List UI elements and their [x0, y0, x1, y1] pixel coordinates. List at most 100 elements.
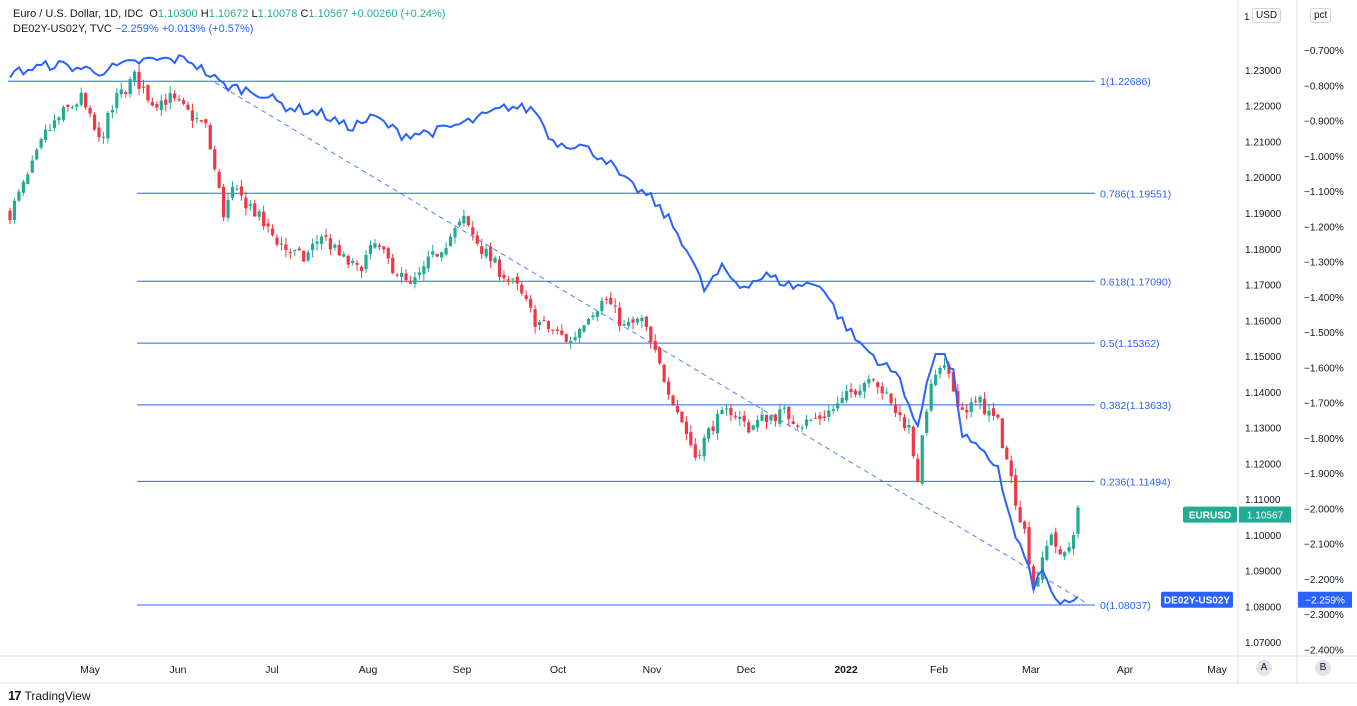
- candle-32: [150, 97, 154, 107]
- candle-145: [653, 334, 657, 353]
- candle-104: [471, 221, 475, 241]
- candle-112: [506, 275, 510, 286]
- candle-180: [809, 418, 813, 422]
- candle-144: [649, 325, 653, 349]
- candle-116: [524, 290, 528, 302]
- left-axis-tick-13: 1.20000: [1245, 173, 1282, 184]
- right-axis-tick-6: −1.300%: [1304, 258, 1344, 269]
- tradingview-logo-icon: 17: [8, 688, 22, 703]
- candle-190: [853, 388, 858, 398]
- candle-159: [715, 409, 720, 440]
- candle-103: [466, 215, 470, 227]
- candle-220: [987, 403, 991, 423]
- candle-218: [978, 394, 982, 410]
- candle-167: [751, 424, 755, 431]
- tradingview-brand[interactable]: 17 TradingView: [8, 688, 91, 703]
- candle-225: [1009, 455, 1013, 484]
- candle-179: [804, 415, 809, 429]
- candle-64: [293, 249, 297, 257]
- candle-238: [1067, 542, 1071, 554]
- candle-51: [235, 184, 239, 191]
- candle-72: [328, 233, 332, 256]
- candle-136: [613, 298, 617, 314]
- candle-82: [373, 238, 377, 249]
- candle-61: [279, 236, 284, 251]
- candle-48: [222, 183, 226, 222]
- candle-27: [128, 76, 132, 98]
- eurusd-price-label: 1.10567: [1247, 511, 1284, 522]
- left-axis-tick-10: 1.17000: [1245, 281, 1282, 292]
- candle-138: [622, 320, 626, 327]
- candle-9: [48, 123, 52, 132]
- candle-84: [382, 245, 386, 254]
- legend-spread: DE02Y-US02Y, TVC −2.259% +0.013% (+0.57%…: [13, 23, 253, 35]
- candle-177: [796, 423, 800, 429]
- candle-111: [502, 270, 506, 281]
- candle-221: [991, 402, 996, 421]
- candle-29: [137, 64, 141, 95]
- candle-87: [395, 272, 399, 278]
- right-axis-tick-15: −2.200%: [1304, 575, 1344, 586]
- candle-186: [836, 396, 840, 412]
- right-axis-unit-button[interactable]: pct: [1310, 8, 1332, 23]
- right-axis-tick-17: −2.400%: [1304, 645, 1344, 656]
- candle-198: [889, 392, 893, 406]
- candle-123: [555, 326, 559, 335]
- legend-change: +0.00260 (+0.24%): [351, 8, 446, 20]
- candle-232: [1040, 551, 1044, 584]
- auto-scale-button[interactable]: A: [1256, 660, 1272, 676]
- candle-173: [778, 403, 782, 427]
- candle-14: [70, 105, 74, 110]
- fib-level-label-1: 0.786(1.19551): [1100, 188, 1171, 200]
- candle-1: [12, 198, 17, 224]
- candle-10: [52, 114, 57, 132]
- candle-0: [8, 207, 12, 225]
- candle-235: [1054, 527, 1058, 554]
- right-axis-tick-13: −2.000%: [1304, 504, 1344, 515]
- candle-98: [444, 242, 448, 257]
- left-axis-currency-mark: 1: [1244, 12, 1250, 23]
- candle-108: [489, 242, 493, 268]
- left-axis-unit-button[interactable]: USD: [1252, 8, 1282, 23]
- scale-b-button[interactable]: B: [1315, 660, 1331, 676]
- candle-152: [684, 415, 688, 441]
- candle-52: [239, 179, 243, 201]
- candle-237: [1063, 550, 1067, 561]
- candle-44: [204, 118, 208, 128]
- candle-229: [1027, 521, 1031, 566]
- candle-77: [351, 258, 355, 266]
- candle-37: [173, 89, 177, 102]
- candle-189: [849, 383, 853, 398]
- candle-153: [689, 425, 693, 448]
- candle-191: [858, 384, 862, 398]
- legend-eurusd: Euro / U.S. Dollar, 1D, IDC O1.10300 H1.…: [13, 8, 445, 20]
- candle-70: [319, 234, 324, 250]
- candle-21: [101, 131, 106, 144]
- left-axis-tick-7: 1.14000: [1245, 388, 1282, 399]
- candle-89: [404, 269, 408, 283]
- legend-open: 1.10300: [157, 8, 198, 20]
- candle-121: [546, 320, 551, 333]
- candle-192: [862, 381, 866, 399]
- candle-81: [368, 240, 373, 260]
- candle-97: [440, 251, 444, 262]
- left-axis-tick-14: 1.21000: [1245, 137, 1282, 148]
- candle-114: [515, 272, 519, 291]
- legend-close-label: C: [300, 8, 309, 20]
- fib-level-label-6: 0(1.08037): [1100, 600, 1151, 612]
- candle-110: [497, 255, 502, 281]
- candle-149: [671, 394, 675, 407]
- spread-name-tag: [1161, 591, 1233, 608]
- candle-6: [35, 147, 39, 161]
- candle-78: [355, 260, 359, 271]
- candle-132: [595, 310, 599, 322]
- candle-197: [885, 387, 889, 395]
- candle-176: [791, 415, 795, 425]
- legend-high-label: H: [200, 8, 209, 20]
- candle-3: [21, 179, 25, 196]
- candle-199: [893, 397, 898, 418]
- right-axis-tick-11: −1.800%: [1304, 434, 1344, 445]
- right-axis-tick-16: −2.300%: [1304, 610, 1344, 621]
- candle-227: [1018, 500, 1022, 523]
